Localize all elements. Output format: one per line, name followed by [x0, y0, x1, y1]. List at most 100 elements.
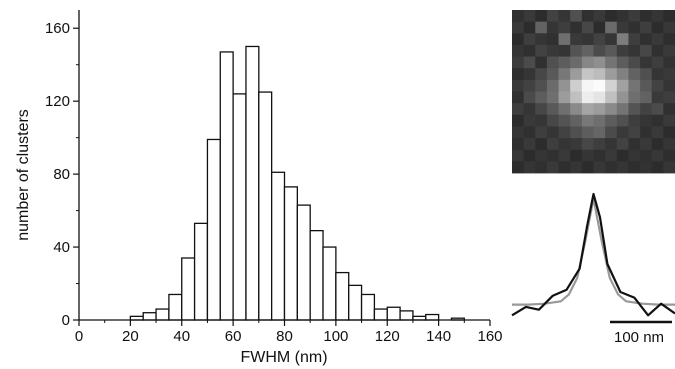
micrograph-pixel	[535, 68, 548, 81]
micrograph-pixel	[581, 114, 594, 127]
histogram-bar	[399, 310, 414, 321]
micrograph-pixel	[616, 68, 629, 81]
micrograph-pixel	[663, 149, 675, 162]
histogram-bar	[335, 271, 350, 321]
micrograph-pixel	[570, 138, 583, 151]
micrograph-pixel	[640, 91, 653, 104]
micrograph-pixel	[523, 33, 536, 46]
micrograph-pixel	[605, 126, 618, 139]
micrograph-pixel	[558, 44, 571, 57]
micrograph-pixel	[640, 79, 653, 92]
micrograph-pixel	[523, 149, 536, 162]
micrograph-pixel	[616, 10, 629, 23]
micrograph-pixel	[605, 114, 618, 127]
micrograph-pixel	[570, 44, 583, 57]
micrograph-pixel	[628, 149, 641, 162]
micrograph-pixel	[512, 126, 525, 139]
micrograph-pixel	[640, 103, 653, 116]
histogram-bar	[360, 293, 376, 321]
micrograph-pixel	[628, 79, 641, 92]
micrograph-pixel	[581, 79, 594, 92]
histogram-bar	[181, 257, 196, 321]
micrograph-pixel	[570, 91, 583, 104]
histogram-bar	[168, 293, 183, 321]
micrograph-pixel	[535, 79, 548, 92]
micrograph-pixel	[663, 79, 675, 92]
x-tick-label: 40	[173, 328, 190, 345]
micrograph-pixel	[535, 103, 548, 116]
micrograph-pixel	[663, 126, 675, 139]
micrograph-pixel	[616, 33, 629, 46]
micrograph-pixel	[663, 91, 675, 104]
micrograph-pixel	[640, 44, 653, 57]
histogram-bars	[129, 45, 465, 321]
micrograph-pixel	[535, 126, 548, 139]
histogram-bar	[373, 308, 388, 321]
micrograph-pixel	[581, 126, 594, 139]
micrograph-pixel	[663, 138, 675, 151]
micrograph-pixel	[523, 138, 536, 151]
micrograph-pixel	[535, 33, 548, 46]
micrograph-pixel	[558, 138, 571, 151]
micrograph-pixel	[512, 44, 525, 57]
micrograph-pixel	[558, 68, 571, 81]
micrograph-pixel	[616, 91, 629, 104]
histogram-bar	[232, 93, 247, 321]
micrograph-pixel	[616, 56, 629, 69]
micrograph-pixel	[558, 10, 571, 23]
micrograph-pixel	[628, 33, 641, 46]
micrograph-pixel	[523, 126, 536, 139]
micrograph-pixel	[651, 33, 664, 46]
micrograph-pixel	[523, 91, 536, 104]
micrograph-pixel	[605, 68, 618, 81]
micrograph-pixel	[605, 149, 618, 162]
micrograph-pixel	[593, 161, 606, 174]
micrograph-pixel	[512, 56, 525, 69]
micrograph-pixel	[535, 56, 548, 69]
micrograph-pixel	[616, 126, 629, 139]
micrograph-pixel	[593, 44, 606, 57]
micrograph-pixel	[663, 21, 675, 34]
micrograph-pixel	[605, 33, 618, 46]
micrograph-pixel	[512, 21, 525, 34]
micrograph-pixel	[535, 149, 548, 162]
micrograph-pixel	[651, 44, 664, 57]
micrograph-pixel	[512, 138, 525, 151]
micrograph-pixel	[628, 126, 641, 139]
line-profile-panel	[511, 192, 675, 317]
micrograph-pixel	[558, 114, 571, 127]
micrograph-pixel	[640, 68, 653, 81]
micrograph-pixel	[628, 91, 641, 104]
x-tick-label: 80	[276, 328, 293, 345]
micrograph-pixel	[663, 114, 675, 127]
micrograph-pixel	[523, 79, 536, 92]
x-tick-label: 160	[477, 328, 502, 345]
micrograph-pixel	[628, 103, 641, 116]
histogram-bar	[296, 204, 311, 321]
histogram-bar	[283, 186, 298, 321]
micrograph-pixel	[581, 103, 594, 116]
histogram-bar	[206, 138, 221, 321]
micrograph-pixel	[663, 56, 675, 69]
micrograph-pixel	[570, 149, 583, 162]
micrograph-pixel	[535, 10, 548, 23]
micrograph-pixel	[535, 161, 548, 174]
scale-bar-label: 100 nm	[614, 329, 664, 346]
micrograph-pixel	[640, 56, 653, 69]
micrograph-pixel	[616, 114, 629, 127]
x-axis-title: FWHM (nm)	[240, 349, 327, 366]
micrograph-pixel	[593, 56, 606, 69]
micrograph-pixel	[651, 91, 664, 104]
histogram-panel: 0 20 40 60 80 100 120 140 160 0 40 80 120 160 FWHM (n…	[15, 10, 503, 366]
x-tick-label: 120	[375, 328, 400, 345]
y-tick-label: 160	[45, 20, 70, 37]
micrograph-pixel	[523, 56, 536, 69]
micrograph-pixel	[663, 44, 675, 57]
micrograph-pixel	[558, 149, 571, 162]
micrograph-pixel	[651, 149, 664, 162]
micrograph-pixel	[593, 91, 606, 104]
y-tick-label: 0	[62, 312, 70, 329]
histogram-axes: 0 20 40 60 80 100 120 140 160 0 40 80 120 160	[45, 10, 503, 345]
micrograph-pixel	[523, 103, 536, 116]
